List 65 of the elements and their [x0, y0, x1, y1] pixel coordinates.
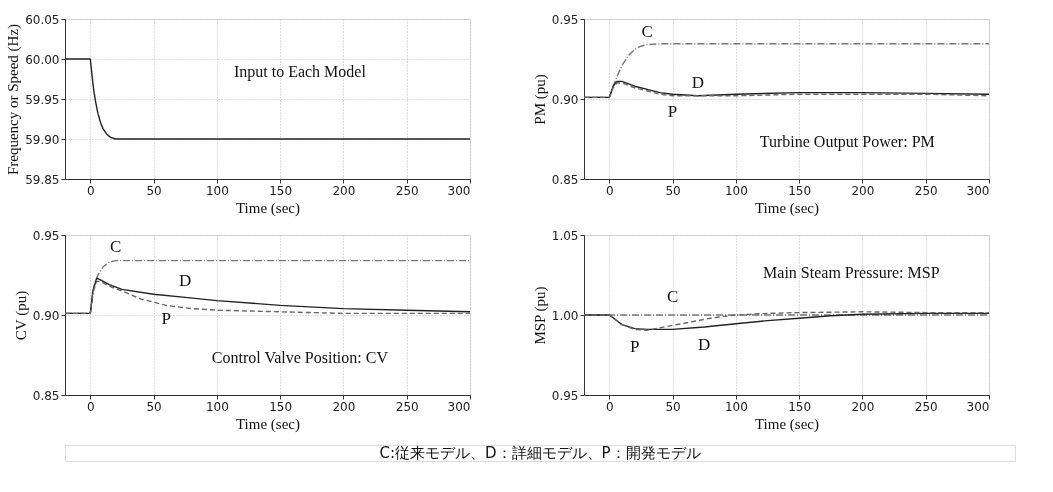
text: C:従来モデル、D：詳細モデル、P：開発モデル [379, 444, 701, 462]
series-label: P [667, 101, 678, 121]
y-tick-label: 0.90 [551, 92, 579, 107]
annotation: Input to Each Model [233, 62, 367, 81]
series-label: C [641, 21, 653, 41]
x-tick-label: 250 [395, 183, 419, 198]
x-tick-label: 0 [86, 183, 95, 198]
x-axis-title: Time (sec) [235, 415, 301, 433]
x-tick-label: 50 [146, 399, 162, 414]
y-tick-label: 0.95 [551, 12, 579, 27]
y-tick-label: 0.90 [32, 308, 60, 323]
y-tick-label: 59.95 [25, 92, 60, 107]
x-tick-label: 250 [914, 399, 938, 414]
x-axis-title: Time (sec) [754, 199, 820, 217]
x-tick-label: 50 [665, 399, 681, 414]
x-axis-title: Time (sec) [235, 199, 301, 217]
x-tick-label: 200 [851, 183, 875, 198]
y-tick-label: 0.85 [551, 172, 579, 187]
annotation: Control Valve Position: CV [211, 349, 389, 367]
x-tick-label: 50 [146, 183, 162, 198]
x-tick-label: 100 [205, 399, 229, 414]
y-tick-label: 59.85 [25, 172, 60, 187]
annotation: Main Steam Pressure: MSP [763, 264, 940, 282]
x-tick-label: 100 [724, 399, 748, 414]
x-tick-label: 300 [966, 183, 990, 198]
x-tick-label: 0 [605, 183, 614, 198]
annotation: Turbine Output Power: PM [759, 133, 935, 152]
x-tick-label: 100 [724, 183, 748, 198]
x-tick-label: 200 [332, 183, 356, 198]
x-tick-label: 0 [86, 399, 95, 414]
y-tick-label: 0.85 [32, 388, 60, 403]
series-label: C [109, 236, 122, 256]
x-tick-label: 200 [851, 399, 875, 414]
x-tick-label: 250 [395, 399, 419, 414]
x-tick-label: 200 [332, 399, 356, 414]
line-series [65, 58, 470, 140]
series-label: D [698, 335, 711, 354]
y-tick-label: 60.00 [25, 52, 60, 67]
x-tick-label: 100 [205, 183, 229, 198]
x-tick-label: 150 [269, 399, 293, 414]
x-tick-label: 300 [966, 399, 990, 414]
x-tick-label: 0 [605, 399, 614, 414]
y-axis-title: MSP (pu) [531, 286, 549, 345]
y-axis-title: Frequency or Speed (Hz) [5, 23, 23, 176]
series-label: P [161, 309, 171, 329]
y-tick-label: 0.95 [551, 388, 579, 403]
x-tick-label: 50 [665, 183, 681, 198]
x-tick-label: 250 [914, 183, 938, 198]
x-tick-label: 300 [447, 183, 471, 198]
y-axis-title: CV (pu) [12, 290, 30, 341]
x-tick-label: 150 [269, 183, 293, 198]
x-tick-label: 150 [788, 399, 812, 414]
y-tick-label: 1.00 [551, 308, 579, 323]
y-tick-label: 59.90 [25, 132, 60, 147]
y-tick-label: 0.95 [32, 228, 60, 243]
series-label: P [629, 337, 640, 357]
series-label: C [666, 287, 679, 306]
series-label: D [691, 72, 705, 92]
y-tick-label: 60.05 [25, 12, 60, 27]
x-axis-title: Time (sec) [754, 415, 820, 433]
x-tick-label: 300 [447, 399, 471, 414]
series-label: D [179, 271, 192, 291]
x-tick-label: 150 [788, 183, 812, 198]
y-axis-title: PM (pu) [531, 74, 549, 125]
y-tick-label: 1.05 [551, 228, 579, 243]
